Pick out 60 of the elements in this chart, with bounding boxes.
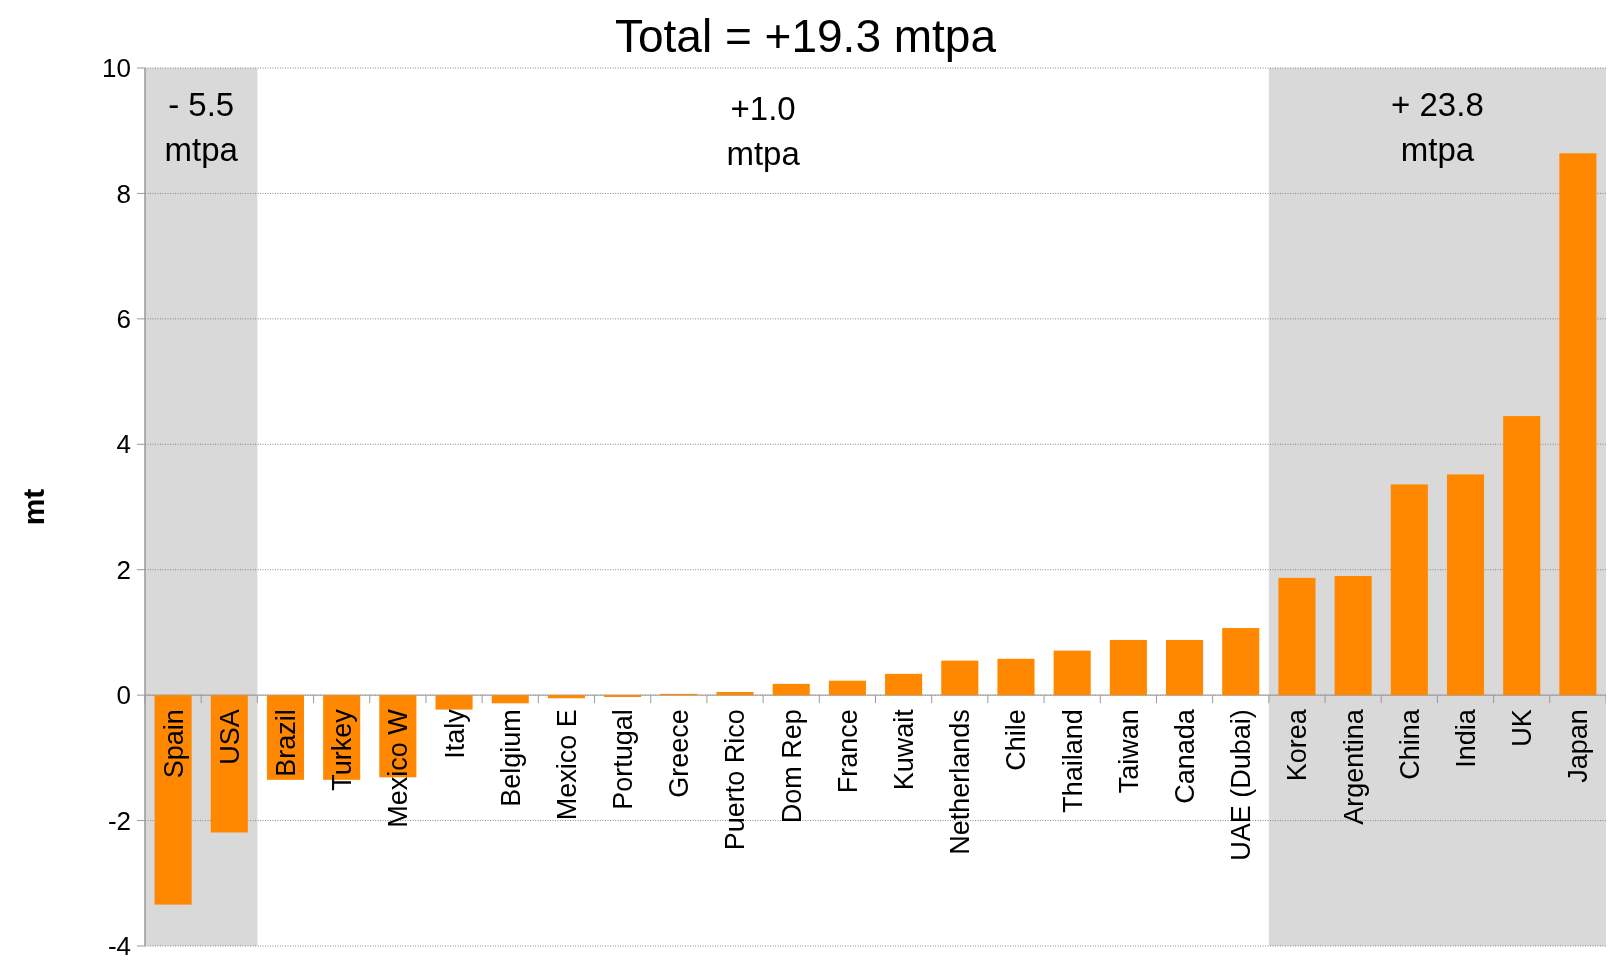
bar xyxy=(1446,474,1485,696)
y-tick-label: -2 xyxy=(107,805,131,836)
y-tick-label: 4 xyxy=(116,429,131,460)
bar xyxy=(154,695,192,905)
bar xyxy=(1559,153,1597,696)
x-tick-label: Portugal xyxy=(608,709,639,810)
x-tick-label: Spain xyxy=(158,709,189,779)
bar xyxy=(435,695,473,710)
bar xyxy=(1053,650,1091,696)
bar xyxy=(1222,628,1260,696)
y-tick-label: 10 xyxy=(102,53,131,84)
x-tick-label: Belgium xyxy=(495,709,526,807)
x-tick-label: UK xyxy=(1507,709,1538,747)
bar xyxy=(828,680,866,696)
x-tick-label: Canada xyxy=(1170,708,1201,804)
y-tick-label: 6 xyxy=(116,303,131,334)
x-tick-label: Turkey xyxy=(327,708,358,791)
x-tick-label: Puerto Rico xyxy=(720,709,751,851)
x-tick-label: Thailand xyxy=(1057,709,1088,813)
x-tick-label: USA xyxy=(214,709,245,765)
x-tick-label: Kuwait xyxy=(889,708,920,791)
bar xyxy=(491,695,529,704)
bar xyxy=(772,683,810,696)
y-axis-title: mt xyxy=(17,488,50,526)
y-tick-label: 0 xyxy=(116,680,131,711)
bar xyxy=(716,692,754,696)
bar xyxy=(1390,484,1428,696)
bar xyxy=(1278,577,1316,696)
y-tick-label: 8 xyxy=(116,178,131,209)
x-tick-label: Taiwan xyxy=(1113,709,1144,794)
x-tick-label: India xyxy=(1450,708,1481,768)
bar xyxy=(941,660,979,696)
y-tick-label: 2 xyxy=(116,554,131,585)
x-tick-label: China xyxy=(1394,708,1425,780)
x-tick-label: Italy xyxy=(439,708,470,759)
x-tick-label: Mexico W xyxy=(383,708,414,828)
bar xyxy=(1334,575,1372,696)
y-tick-label: -4 xyxy=(107,931,131,962)
bar xyxy=(997,658,1035,696)
band-label: + 23.8 mtpa xyxy=(1391,86,1484,168)
bar xyxy=(210,695,248,833)
annotation: +1.0 mtpa xyxy=(726,90,801,172)
x-tick-label: Netherlands xyxy=(945,709,976,855)
x-tick-label: Greece xyxy=(664,709,695,798)
bar xyxy=(885,673,923,696)
chart-title: Total = +19.3 mtpa xyxy=(614,10,997,62)
x-tick-label: UAE (Dubai) xyxy=(1226,709,1257,861)
band-label: - 5.5 mtpa xyxy=(164,86,239,168)
x-tick-label: Korea xyxy=(1282,708,1313,782)
x-tick-label: Japan xyxy=(1563,709,1594,783)
bar xyxy=(547,695,585,699)
x-tick-label: Brazil xyxy=(270,709,301,777)
x-tick-label: France xyxy=(832,709,863,794)
bar xyxy=(1166,639,1204,696)
x-tick-label: Dom Rep xyxy=(776,709,807,824)
x-tick-label: Argentina xyxy=(1338,708,1369,825)
bar xyxy=(1109,639,1147,696)
x-tick-label: Chile xyxy=(1001,709,1032,771)
x-tick-label: Mexico E xyxy=(551,709,582,821)
bar xyxy=(1503,416,1541,696)
